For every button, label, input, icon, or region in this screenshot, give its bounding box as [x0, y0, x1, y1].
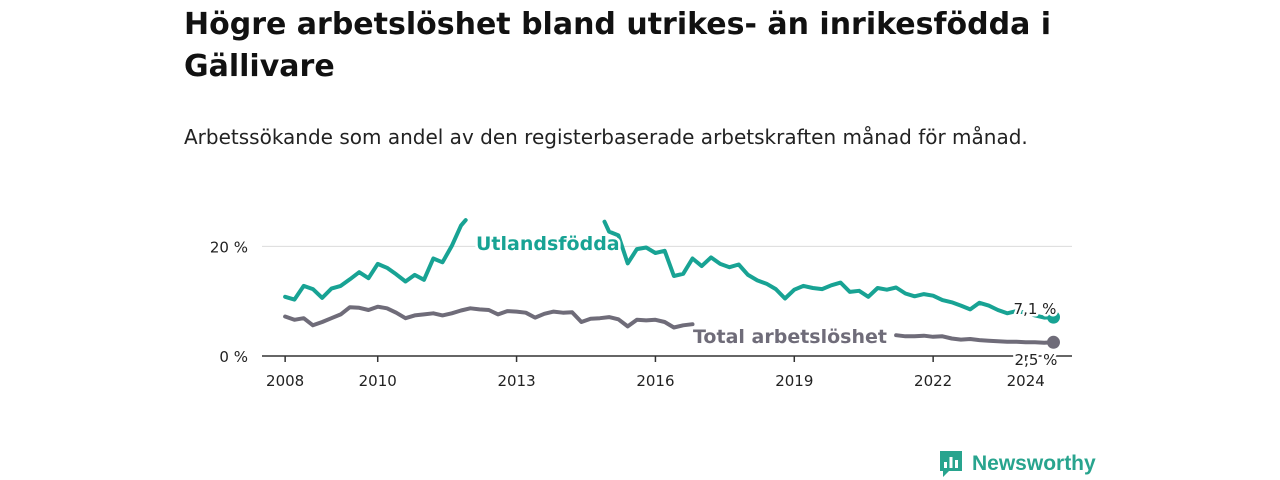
series-lines [283, 218, 1060, 349]
x-tick-label: 2024 [1007, 372, 1045, 390]
series-label-total: Total arbetslöshet [693, 326, 887, 348]
end-point-total [1046, 335, 1060, 349]
x-axis: 2008 2010 2013 2016 2019 2022 2024 [262, 355, 1072, 390]
x-tick-label: 2019 [775, 372, 813, 390]
series-label-utlandsfodda: Utlandsfödda [476, 233, 620, 255]
y-axis: 0 % 20 % [210, 238, 248, 366]
x-tick-label: 2008 [266, 372, 304, 390]
end-value-total: 2,5 % [1015, 351, 1058, 369]
brand-name: Newsworthy [972, 452, 1096, 475]
newsworthy-logo: Newsworthy [938, 449, 1096, 479]
end-point-utlandsfodda [1046, 310, 1060, 324]
x-tick-label: 2016 [636, 372, 674, 390]
series-line-utlandsfodda [283, 218, 1056, 320]
x-tick-label: 2022 [914, 372, 952, 390]
newsworthy-icon [940, 451, 962, 477]
chart-subtitle: Arbetssökande som andel av den registerb… [184, 125, 1028, 149]
x-tick-label: 2010 [359, 372, 397, 390]
chart-title: Högre arbetslöshet bland utrikes- än inr… [184, 7, 1052, 84]
series-line-total [283, 304, 1056, 345]
x-tick-label: 2013 [497, 372, 535, 390]
y-tick-label: 0 % [219, 348, 248, 366]
series-labels: Utlandsfödda Total arbetslöshet 7,1 % 2,5 % [474, 231, 1060, 372]
end-value-utlandsfodda: 7,1 % [1014, 300, 1057, 318]
y-tick-label: 20 % [210, 238, 248, 256]
